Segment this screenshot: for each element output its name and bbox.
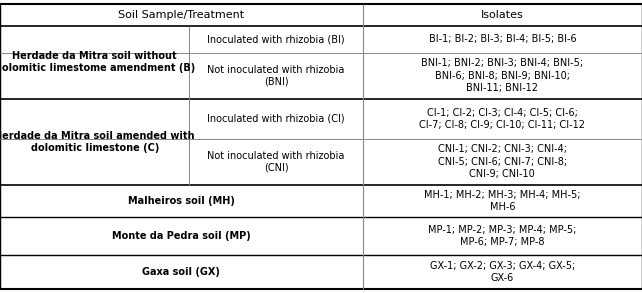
Text: BI-1; BI-2; BI-3; BI-4; BI-5; BI-6: BI-1; BI-2; BI-3; BI-4; BI-5; BI-6 [429,34,576,44]
Text: Not inoculated with rhizobia
(BNI): Not inoculated with rhizobia (BNI) [207,64,345,87]
Text: MH-1; MH-2; MH-3; MH-4; MH-5;
MH-6: MH-1; MH-2; MH-3; MH-4; MH-5; MH-6 [424,190,580,212]
Text: Soil Sample/Treatment: Soil Sample/Treatment [118,10,245,20]
Text: Herdade da Mitra soil without
dolomitic limestome amendment (B): Herdade da Mitra soil without dolomitic … [0,51,195,74]
Text: Monte da Pedra soil (MP): Monte da Pedra soil (MP) [112,231,251,241]
Text: MP-1; MP-2; MP-3; MP-4; MP-5;
MP-6; MP-7; MP-8: MP-1; MP-2; MP-3; MP-4; MP-5; MP-6; MP-7… [428,225,577,247]
Text: Gaxa soil (GX): Gaxa soil (GX) [143,267,220,277]
Text: Isolates: Isolates [481,10,524,20]
Text: Inoculated with rhizobia (BI): Inoculated with rhizobia (BI) [207,34,345,44]
Text: CI-1; CI-2; CI-3; CI-4; CI-5; CI-6;
CI-7; CI-8; CI-9; CI-10; CI-11; CI-12: CI-1; CI-2; CI-3; CI-4; CI-5; CI-6; CI-7… [419,108,586,130]
Text: Herdade da Mitra soil amended with
dolomitic limestone (C): Herdade da Mitra soil amended with dolom… [0,131,195,153]
Text: Not inoculated with rhizobia
(CNI): Not inoculated with rhizobia (CNI) [207,151,345,173]
Text: BNI-1; BNI-2; BNI-3; BNI-4; BNI-5;
BNI-6; BNI-8; BNI-9; BNI-10;
BNI-11; BNI-12: BNI-1; BNI-2; BNI-3; BNI-4; BNI-5; BNI-6… [421,58,584,93]
Text: Inoculated with rhizobia (CI): Inoculated with rhizobia (CI) [207,114,345,124]
Text: Malheiros soil (MH): Malheiros soil (MH) [128,196,235,206]
Text: GX-1; GX-2; GX-3; GX-4; GX-5;
GX-6: GX-1; GX-2; GX-3; GX-4; GX-5; GX-6 [429,260,575,283]
Text: CNI-1; CNI-2; CNI-3; CNI-4;
CNI-5; CNI-6; CNI-7; CNI-8;
CNI-9; CNI-10: CNI-1; CNI-2; CNI-3; CNI-4; CNI-5; CNI-6… [438,144,567,179]
